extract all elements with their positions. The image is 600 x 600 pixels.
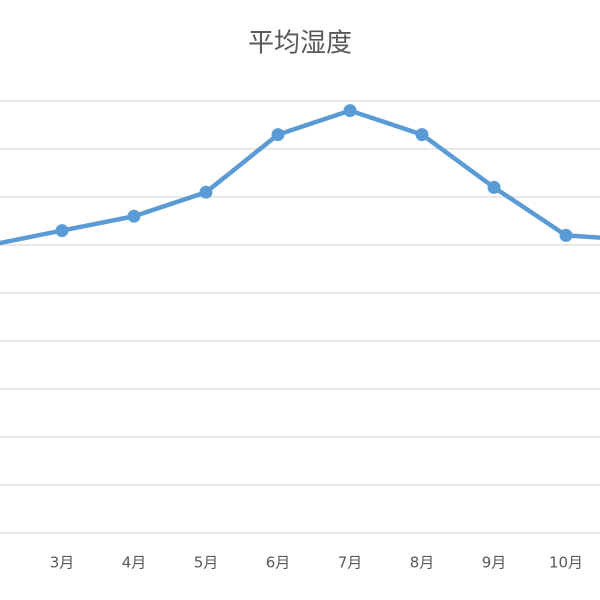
data-point	[127, 209, 141, 223]
x-tick-label: 10月	[549, 554, 583, 572]
data-point	[271, 128, 285, 142]
x-tick-label: 9月	[482, 554, 507, 572]
data-point	[559, 228, 573, 242]
series-line	[0, 108, 600, 246]
x-tick-label: 7月	[338, 554, 363, 572]
x-tick-label: 2月	[0, 554, 2, 572]
x-tick-label: 6月	[266, 554, 291, 572]
x-tick-label: 3月	[50, 554, 75, 572]
data-point	[415, 128, 429, 142]
x-tick-label: 4月	[122, 554, 147, 572]
data-point	[55, 224, 69, 238]
data-point	[487, 180, 501, 194]
data-point	[199, 185, 213, 199]
data-point	[343, 104, 357, 118]
x-tick-label: 5月	[194, 554, 219, 572]
chart-title: 平均湿度	[248, 29, 352, 59]
x-tick-label: 8月	[410, 554, 435, 572]
